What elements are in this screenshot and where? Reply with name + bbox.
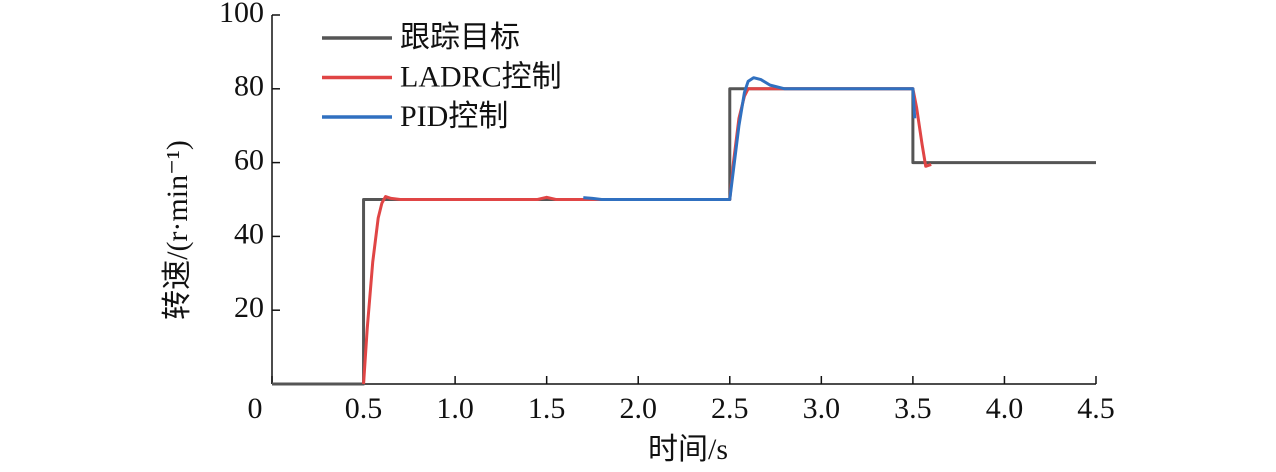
legend-label: 跟踪目标 <box>400 21 520 54</box>
x-axis-label: 时间/s <box>648 433 728 466</box>
y-axis-label: 转速/(r·min⁻¹) <box>161 140 194 320</box>
series-line <box>272 87 1096 386</box>
x-tick-label: 0 <box>248 392 263 425</box>
x-tick-label: 2.0 <box>619 392 657 425</box>
x-tick-label: 3.5 <box>894 392 932 425</box>
x-tick-label: 1.0 <box>436 392 474 425</box>
series-line <box>583 76 917 201</box>
y-tick-label: 20 <box>234 291 264 324</box>
x-tick-label: 4.5 <box>1077 392 1115 425</box>
y-tick-label: 40 <box>234 217 264 250</box>
legend-label: LADRC控制 <box>400 60 562 93</box>
y-tick-label: 100 <box>219 0 264 29</box>
x-tick-label: 0.5 <box>345 392 383 425</box>
legend-label: PID控制 <box>400 100 508 133</box>
x-tick-label: 2.5 <box>711 392 749 425</box>
y-tick-label: 80 <box>234 70 264 103</box>
x-tick-label: 3.0 <box>803 392 841 425</box>
y-tick-label: 60 <box>234 143 264 176</box>
x-tick-label: 1.5 <box>528 392 566 425</box>
series-line <box>362 87 932 385</box>
x-tick-label: 4.0 <box>986 392 1024 425</box>
